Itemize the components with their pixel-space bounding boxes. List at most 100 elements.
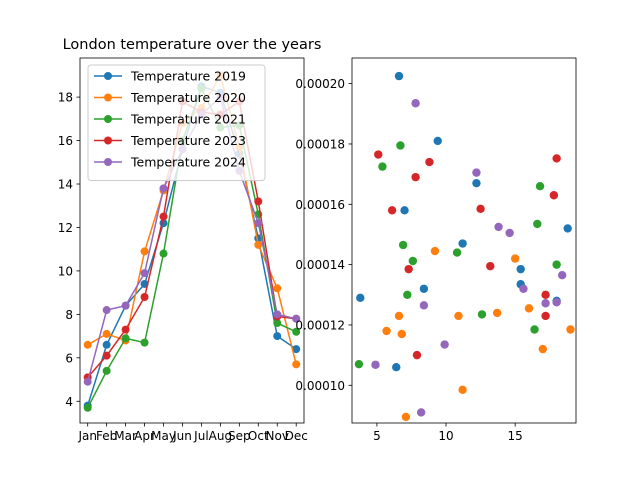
scatter-point xyxy=(374,150,383,159)
data-point xyxy=(140,292,149,301)
data-point xyxy=(83,403,92,412)
legend-marker xyxy=(104,136,112,145)
data-point xyxy=(159,212,168,221)
scatter-point xyxy=(538,344,548,354)
scatter-point xyxy=(394,71,404,81)
scatter-point xyxy=(419,301,429,310)
x-tick-label: 10 xyxy=(438,429,453,443)
data-point xyxy=(140,269,149,278)
scatter-point xyxy=(552,298,561,307)
scatter-point xyxy=(392,362,401,372)
legend: Temperature 2019 Temperature 2020 Temperat… xyxy=(87,64,266,181)
scatter-point xyxy=(396,141,405,150)
x-tick-label: Dec xyxy=(285,429,308,443)
x-tick-label: Mar xyxy=(114,429,137,443)
x-tick-label: Feb xyxy=(96,429,117,443)
scatter-point xyxy=(458,385,467,395)
x-tick-label: Jan xyxy=(77,429,97,443)
x-tick-label: Nov xyxy=(266,429,289,443)
scatter-point xyxy=(356,293,365,303)
data-point xyxy=(102,351,111,360)
legend-label: Temperature 2024 xyxy=(130,155,246,170)
scatter-point xyxy=(486,261,495,271)
data-point xyxy=(292,327,301,336)
y-tick-label: 8 xyxy=(65,308,73,322)
data-point xyxy=(254,197,263,206)
scatter-point xyxy=(416,408,426,417)
scatter-point xyxy=(398,240,408,250)
scatter-point xyxy=(505,228,514,238)
scatter-point xyxy=(433,136,442,146)
scatter-point xyxy=(378,162,387,171)
scatter-point xyxy=(404,264,413,274)
scatter-point xyxy=(382,326,391,336)
data-point xyxy=(292,314,301,323)
data-point xyxy=(159,249,168,258)
scatter-point xyxy=(458,239,467,248)
y-tick-label: 12 xyxy=(58,221,73,235)
y-tick-label: 0.00010 xyxy=(295,379,345,393)
data-point xyxy=(140,247,149,256)
x-tick-label: 15 xyxy=(508,429,523,443)
legend-label: Temperature 2023 xyxy=(130,133,246,148)
scatter-point xyxy=(430,246,440,256)
y-tick-label: 0.00018 xyxy=(295,137,345,151)
scatter-point xyxy=(387,206,397,215)
legend-marker xyxy=(104,158,112,166)
axes-frame xyxy=(79,57,305,424)
data-point xyxy=(254,219,263,228)
data-point xyxy=(273,332,282,341)
scatter-point xyxy=(400,206,409,215)
x-tick-label: Apr xyxy=(134,429,155,443)
scatter-point xyxy=(397,329,406,339)
scatter-point xyxy=(530,325,539,334)
y-tick-label: 18 xyxy=(58,91,73,105)
legend-marker xyxy=(104,93,112,102)
data-point xyxy=(83,340,92,349)
scatter-point xyxy=(541,290,550,299)
scatter-point xyxy=(472,178,481,188)
data-point xyxy=(102,329,111,338)
scatter-point xyxy=(519,284,528,293)
scatter-point xyxy=(549,191,559,200)
data-point xyxy=(273,310,282,319)
scatter-point xyxy=(563,224,572,233)
data-point xyxy=(121,334,130,343)
legend-label: Temperature 2019 xyxy=(130,69,246,84)
data-point xyxy=(102,340,111,349)
legend-label: Temperature 2021 xyxy=(130,112,246,127)
x-tick-label: Oct xyxy=(248,429,269,443)
scatter-point xyxy=(535,182,545,191)
scatter-point xyxy=(552,154,561,163)
data-point xyxy=(254,240,263,249)
scatter-point xyxy=(476,204,485,214)
data-point xyxy=(292,360,301,369)
scatter-point xyxy=(494,222,503,232)
data-point xyxy=(121,301,130,310)
scatter-point xyxy=(412,350,422,360)
scatter-point xyxy=(354,359,364,369)
scatter-chart-axes: 5 10 15 0.00010 0.00012 0.00014 0.00016 0.00018… xyxy=(295,57,577,443)
x-tick-label: Jul xyxy=(193,429,208,443)
data-point xyxy=(102,306,111,315)
x-tick-label: Jun xyxy=(172,429,192,443)
legend-box xyxy=(87,64,266,181)
data-point xyxy=(273,319,282,328)
scatter-point xyxy=(541,311,550,321)
scatter-point xyxy=(541,299,550,308)
y-tick-label: 4 xyxy=(65,395,73,409)
scatter-point xyxy=(472,168,481,177)
x-tick-label: Sep xyxy=(228,429,251,443)
scatter-point xyxy=(477,310,487,319)
scatter-point xyxy=(557,270,567,280)
scatter-point xyxy=(492,308,502,318)
data-point xyxy=(273,284,282,293)
axes-frame xyxy=(351,57,577,424)
y-tick-label: 0.00014 xyxy=(295,258,345,272)
scatter-point xyxy=(454,311,463,321)
scatter-point xyxy=(452,248,462,257)
x-tick-label: Aug xyxy=(209,429,232,443)
y-tick-label: 14 xyxy=(58,178,73,192)
y-tick-label: 0.00016 xyxy=(295,198,345,212)
